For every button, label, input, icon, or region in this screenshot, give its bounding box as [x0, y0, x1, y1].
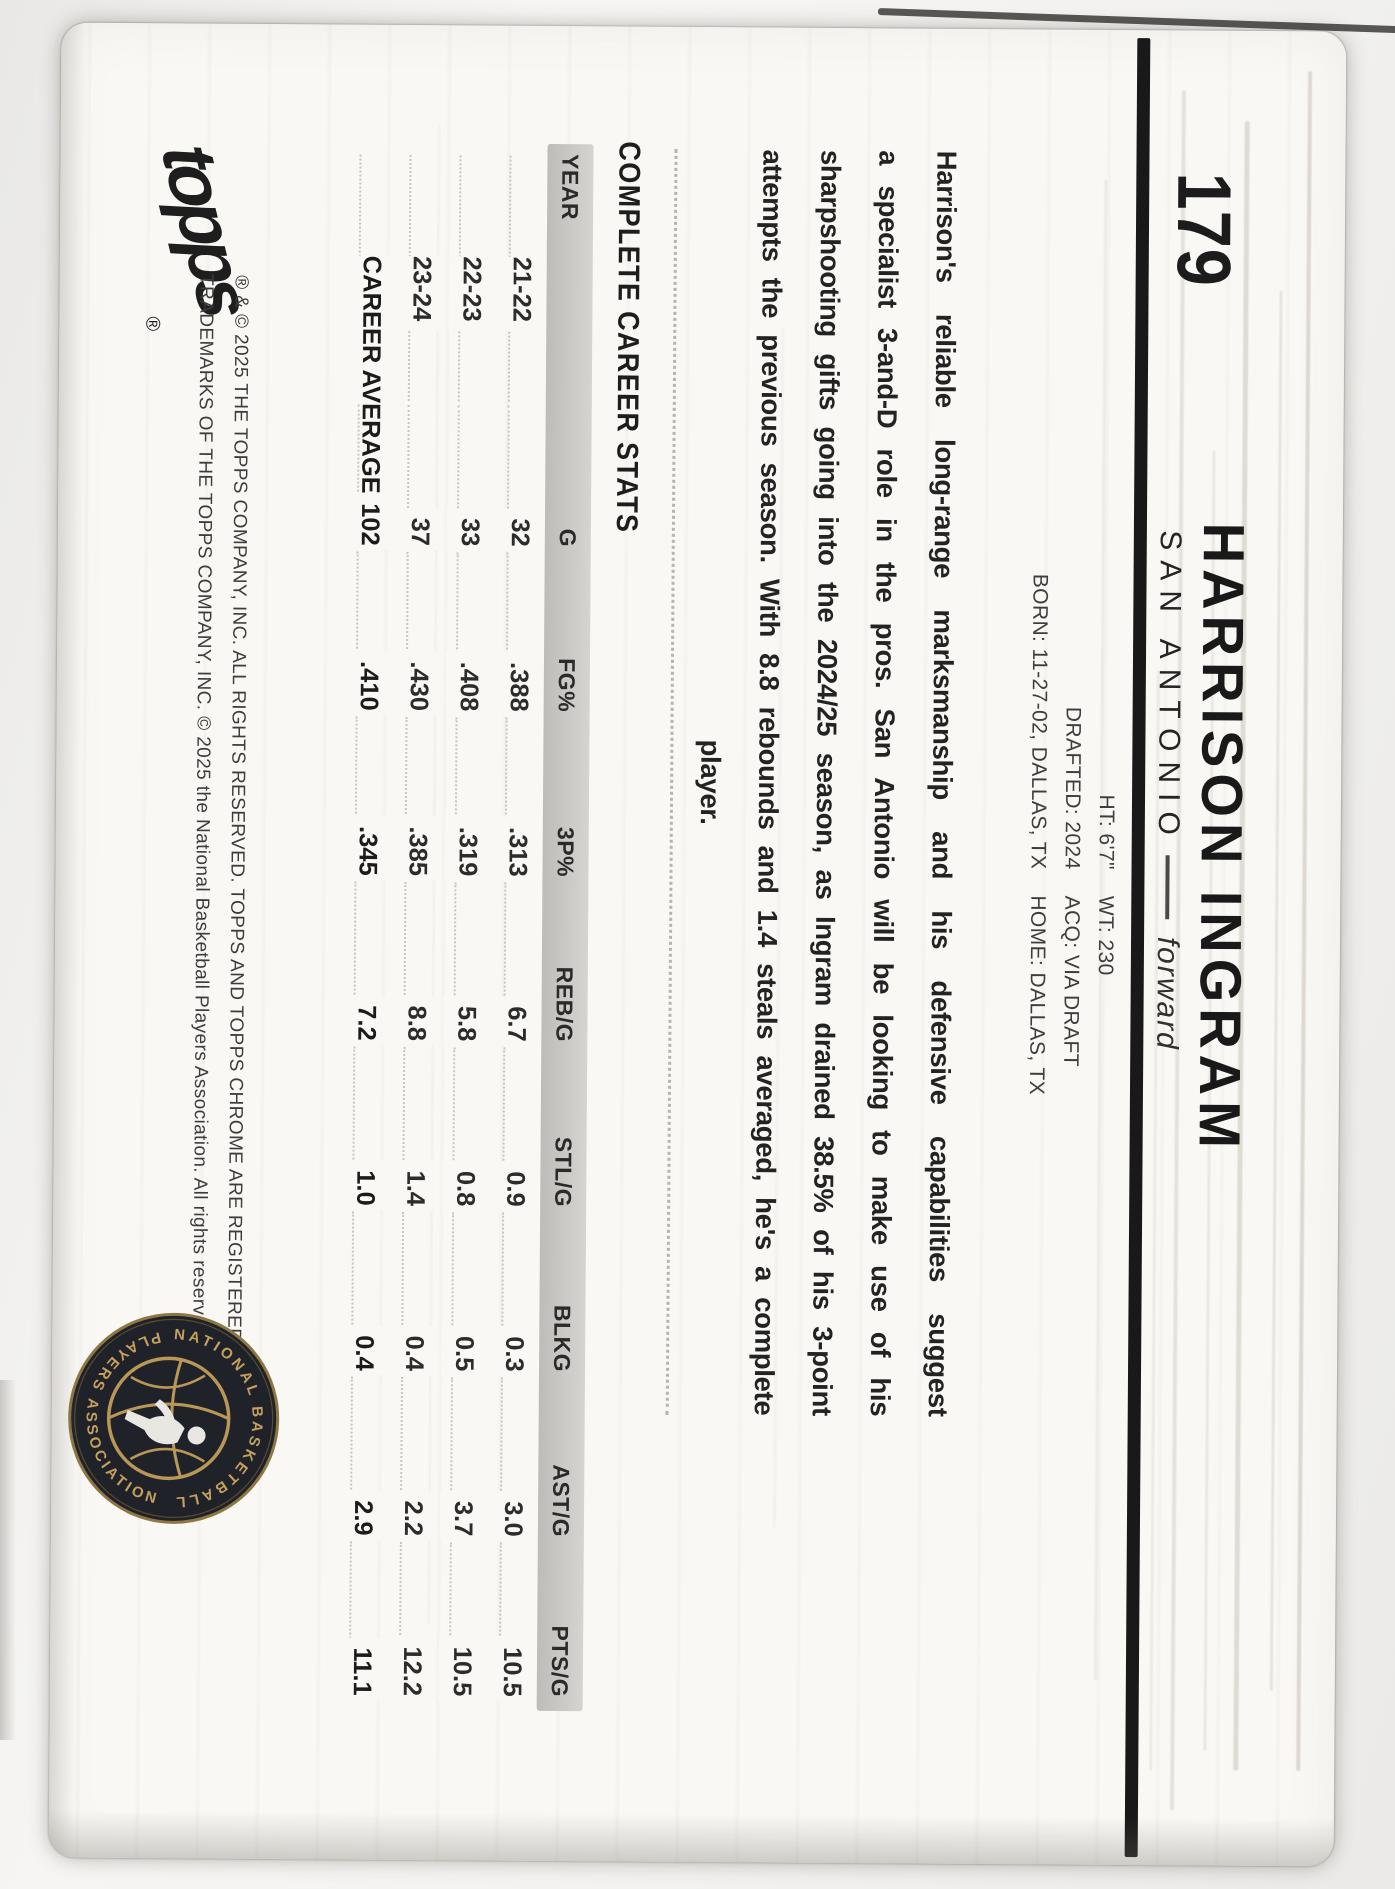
stat-value: 2.2	[389, 1490, 437, 1541]
stat-value: .388	[495, 651, 543, 716]
column-header: BLKG	[549, 1304, 576, 1373]
stat-value: 7.2	[343, 995, 390, 1045]
bio-line: a specialist 3-and-D role in the pros. S…	[864, 150, 905, 1417]
stat-value: 1.4	[392, 1160, 439, 1211]
column-header: YEAR	[557, 154, 585, 221]
vitals-born: BORN: 11-27-02, DALLAS, TX	[1026, 573, 1052, 870]
stat-value: .408	[445, 651, 493, 716]
column-header: FG%	[554, 658, 581, 713]
stat-value: .385	[394, 816, 441, 881]
stat-value: 0.3	[490, 1326, 538, 1376]
team-name: SAN ANTONIO	[1151, 530, 1187, 845]
column-header: REB/G	[551, 966, 579, 1043]
header-rule	[1124, 38, 1151, 1858]
player-name: HARRISON INGRAM	[1186, 522, 1256, 1155]
stat-value: 10.5	[488, 1636, 536, 1701]
stat-year: 23-24	[398, 255, 445, 332]
woodgrain-streak	[1269, 291, 1283, 1692]
stat-value: 1.0	[342, 1160, 389, 1210]
stat-value: .313	[494, 816, 541, 881]
bio-line: attempts the previous season. With 8.8 r…	[748, 149, 789, 1416]
column-header: PTS/G	[547, 1625, 574, 1698]
column-header: G	[555, 528, 582, 548]
stat-value: 33	[446, 507, 494, 551]
stats-title: COMPLETE CAREER STATS	[609, 141, 646, 534]
registered-mark-icon: ®	[141, 316, 164, 332]
column-header: 3P%	[552, 826, 580, 878]
stat-value: 2.9	[339, 1490, 387, 1540]
stat-value: .410	[345, 650, 393, 715]
stat-value: 0.9	[492, 1161, 539, 1211]
woodgrain-streak	[1296, 71, 1313, 1772]
stat-value: 3.0	[489, 1491, 537, 1541]
scan-shadow	[0, 1380, 16, 1740]
stat-value: 10.5	[438, 1636, 486, 1701]
stat-value: 37	[396, 507, 444, 551]
vitals-home: HOME: DALLAS, TX	[1024, 895, 1050, 1096]
card-number: 179	[1160, 172, 1247, 288]
stat-year: 22-23	[448, 256, 495, 332]
card-edge-shading	[48, 1809, 1334, 1867]
vitals-line: HT: 6'7" WT: 230	[1085, 430, 1126, 1370]
stat-value: 32	[496, 508, 544, 551]
vitals-line: DRAFTED: 2024 ACQ: VIA DRAFT	[1051, 430, 1092, 1370]
bio-line: sharpshooting gifts going into the 2024/…	[806, 149, 847, 1416]
vitals-height: HT: 6'7"	[1094, 794, 1119, 870]
stat-value: 12.2	[388, 1636, 436, 1701]
copyright-text: ® & © 2025 THE TOPPS COMPANY, INC. ALL R…	[181, 263, 259, 1353]
stat-value: 11.1	[338, 1637, 386, 1700]
vitals-drafted: DRAFTED: 2024	[1060, 706, 1085, 870]
team-position-line: SAN ANTONIO forward	[1149, 530, 1187, 1051]
vitals-acquired: ACQ: VIA DRAFT	[1059, 895, 1084, 1067]
column-header: AST/G	[548, 1464, 575, 1538]
stat-value: 102	[346, 492, 394, 550]
stat-value: 0.4	[340, 1325, 388, 1375]
stat-value: 8.8	[393, 995, 440, 1046]
stat-value: .319	[444, 816, 491, 881]
nbpa-logo-icon: NATIONAL BASKETBALL PLAYERS ASSOCIATION	[68, 1312, 280, 1524]
section-divider-dotted	[665, 148, 678, 1415]
stat-value: 6.7	[493, 996, 540, 1046]
stat-value: .345	[344, 815, 391, 880]
card-edge-shading	[48, 22, 88, 1858]
stat-value: 0.5	[440, 1325, 488, 1376]
stat-value: 3.7	[439, 1490, 487, 1541]
bio-line: Harrison's reliable long-range marksmans…	[922, 150, 963, 1417]
player-position: forward	[1150, 936, 1185, 1051]
stat-value: .430	[395, 651, 443, 716]
vitals-weight: WT: 230	[1093, 895, 1118, 976]
stat-value: 0.8	[442, 1160, 489, 1211]
stat-year: 21-22	[498, 256, 545, 333]
column-header: STL/G	[550, 1136, 578, 1208]
bio-line: player.	[694, 739, 727, 825]
team-position-divider	[1165, 854, 1170, 919]
career-stats-table: YEAR G FG% 3P% REB/G STL/G BLKG AST/G PT…	[337, 143, 594, 1712]
stat-value: 5.8	[443, 995, 490, 1046]
stat-value: 0.4	[390, 1325, 438, 1376]
nbpa-logo: NATIONAL BASKETBALL PLAYERS ASSOCIATION	[66, 1311, 281, 1526]
player-vitals: HT: 6'7" WT: 230 DRAFTED: 2024 ACQ: VIA …	[1017, 429, 1126, 1370]
trading-card-back: 179 HARRISON INGRAM SAN ANTONIO forward …	[48, 22, 1347, 1867]
player-bio: Harrison's reliable long-range marksmans…	[677, 149, 976, 1417]
vitals-line: BORN: 11-27-02, DALLAS, TX HOME: DALLAS,…	[1017, 429, 1058, 1369]
